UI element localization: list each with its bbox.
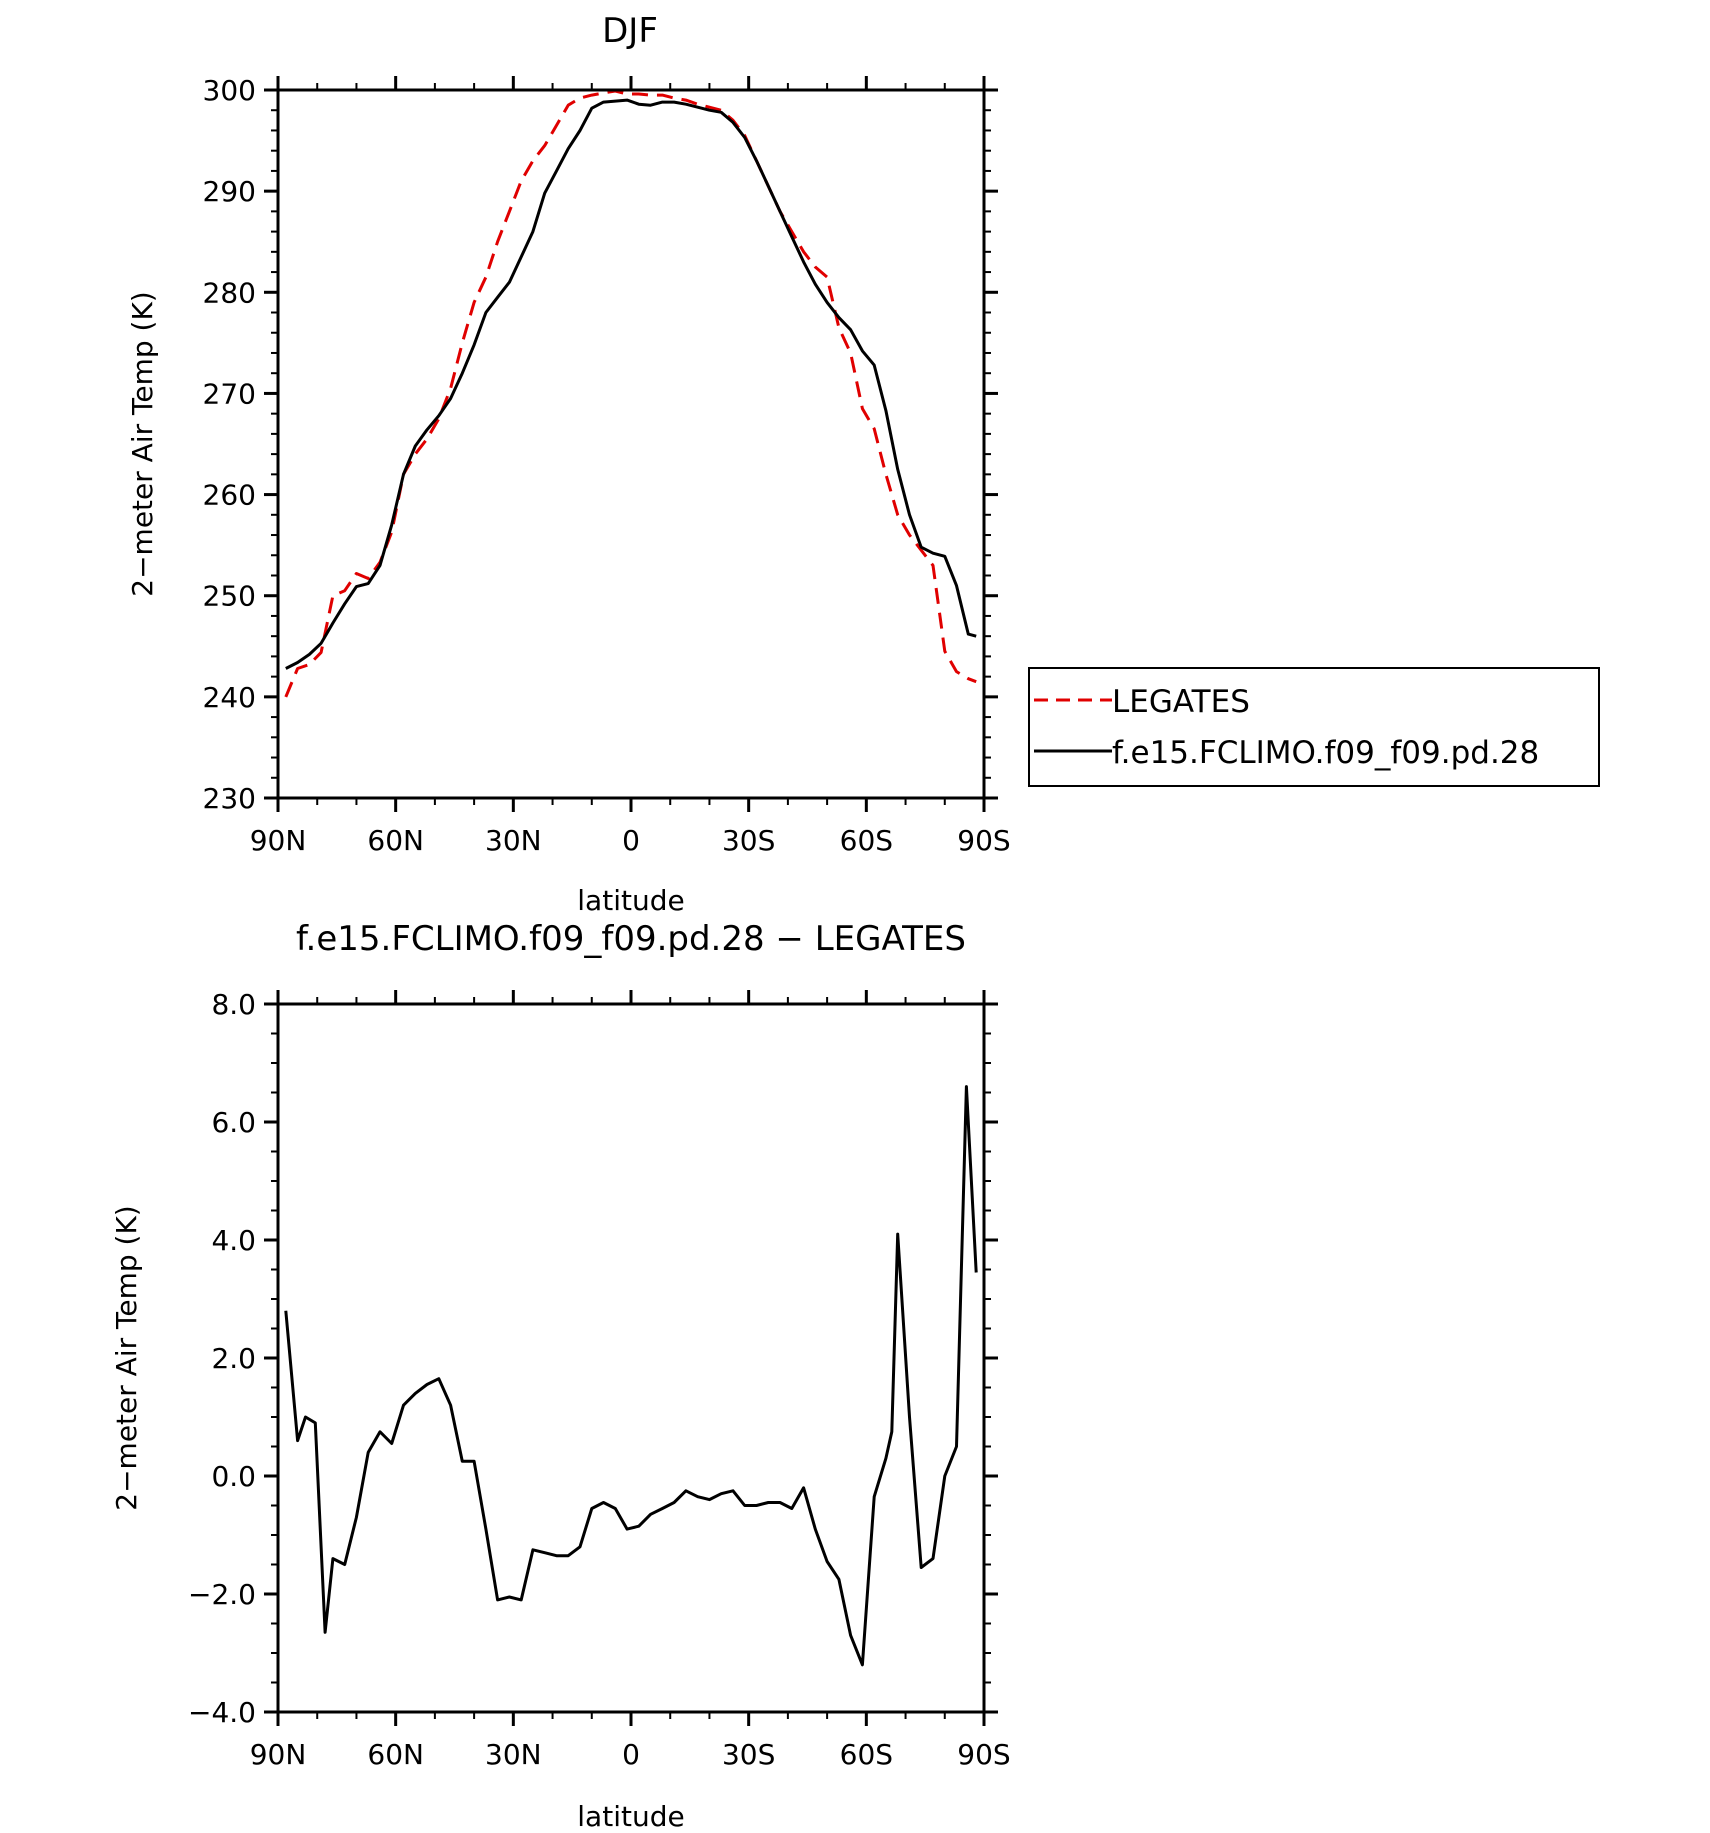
top-axis-ticks: 90N 60N 30N 0 30S 60S 90S 300 290 280 270 260 250 240… bbox=[203, 74, 1011, 857]
bottom-series-group bbox=[284, 1085, 978, 1667]
x-tick-label: 60S bbox=[840, 1738, 893, 1771]
bottom-panel: f.e15.FCLIMO.f09_f09.pd.28 − LEGATES 90N… bbox=[110, 919, 1011, 1833]
series-line-legates bbox=[284, 89, 977, 698]
y-tick-label: 8.0 bbox=[211, 988, 256, 1021]
x-tick-label: 30S bbox=[722, 824, 775, 857]
y-tick-label: 240 bbox=[203, 681, 256, 714]
series-line-diff-0 bbox=[284, 1085, 978, 1667]
y-tick-label: 2.0 bbox=[211, 1342, 256, 1375]
x-tick-label: 60S bbox=[840, 824, 893, 857]
bottom-plot-frame bbox=[276, 1002, 986, 1714]
x-tick-label: 60N bbox=[367, 824, 424, 857]
bottom-xaxis-label: latitude bbox=[577, 1800, 684, 1833]
y-tick-label: 230 bbox=[203, 782, 256, 815]
x-tick-label: 0 bbox=[622, 1738, 640, 1771]
y-tick-label: 250 bbox=[203, 580, 256, 613]
y-tick-label: 290 bbox=[203, 175, 256, 208]
x-tick-label: 90N bbox=[250, 824, 307, 857]
top-panel: DJF 90N 60N 30N 0 30S 60S 90S 300 290 280 270 260 25… bbox=[126, 11, 1600, 917]
legend: LEGATES f.e15.FCLIMO.f09_f09.pd.28 bbox=[1028, 667, 1600, 787]
x-tick-label: 30N bbox=[485, 824, 542, 857]
bottom-axis-ticks: 90N 60N 30N 0 30S 60S 90S 8.0 6.0 4.0 2.0 0.0 −2.0 −4… bbox=[188, 988, 1011, 1771]
y-tick-label: 270 bbox=[203, 377, 256, 410]
y-tick-label: −4.0 bbox=[188, 1696, 256, 1729]
legend-box bbox=[1028, 667, 1600, 787]
x-tick-label: 0 bbox=[622, 824, 640, 857]
y-tick-label: −2.0 bbox=[188, 1578, 256, 1611]
top-plot-frame bbox=[276, 88, 986, 800]
x-tick-label: 90S bbox=[957, 824, 1010, 857]
top-xaxis-label: latitude bbox=[577, 884, 684, 917]
x-tick-label: 90S bbox=[957, 1738, 1010, 1771]
x-tick-label: 60N bbox=[367, 1738, 424, 1771]
top-series-group bbox=[284, 89, 977, 698]
bottom-yaxis-label: 2−meter Air Temp (K) bbox=[110, 1205, 143, 1510]
bottom-chart-title: f.e15.FCLIMO.f09_f09.pd.28 − LEGATES bbox=[296, 919, 966, 959]
y-tick-label: 6.0 bbox=[211, 1106, 256, 1139]
legend-label-model: f.e15.FCLIMO.f09_f09.pd.28 bbox=[1112, 735, 1539, 771]
top-chart-title: DJF bbox=[602, 11, 658, 51]
y-tick-label: 260 bbox=[203, 479, 256, 512]
y-tick-label: 300 bbox=[203, 74, 256, 107]
y-tick-label: 4.0 bbox=[211, 1224, 256, 1257]
y-tick-label: 0.0 bbox=[211, 1460, 256, 1493]
x-tick-label: 90N bbox=[250, 1738, 307, 1771]
top-yaxis-label: 2−meter Air Temp (K) bbox=[126, 291, 159, 596]
series-line-f-e15-fclimo-f09-f09-pd-28 bbox=[285, 98, 977, 670]
legend-label-legates: LEGATES bbox=[1112, 684, 1250, 720]
x-tick-label: 30S bbox=[722, 1738, 775, 1771]
x-tick-label: 30N bbox=[485, 1738, 542, 1771]
y-tick-label: 280 bbox=[203, 276, 256, 309]
